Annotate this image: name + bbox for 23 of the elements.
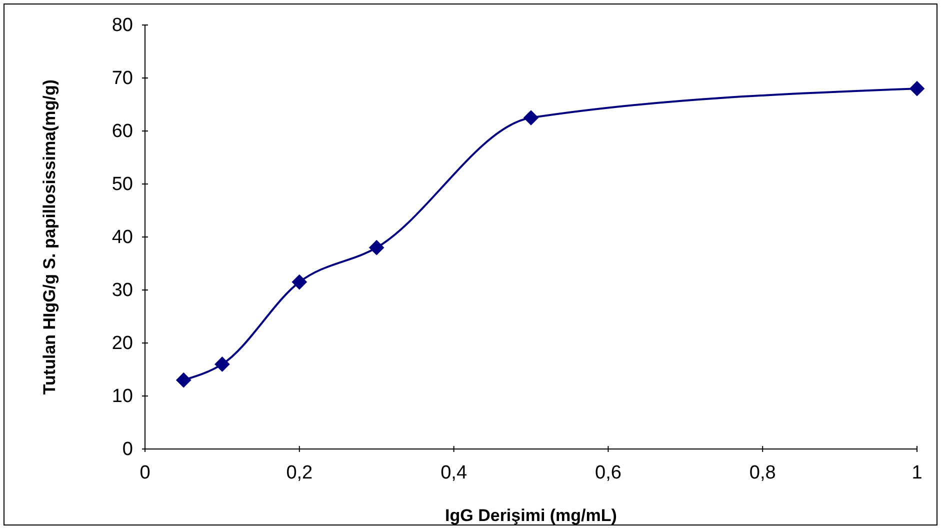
y-axis-title: Tutulan HIgG/g S. papillosissima(mg/g): [40, 79, 59, 395]
y-tick-label: 10: [112, 386, 133, 408]
point: [523, 110, 539, 126]
y-tick-label: 60: [112, 121, 133, 142]
y-tick-label: 40: [112, 227, 133, 248]
x-tick-label: 0,6: [594, 462, 622, 484]
y-tick-label: 50: [112, 174, 133, 196]
y-tick-label: 20: [112, 333, 133, 354]
point: [292, 274, 308, 290]
point: [214, 356, 230, 372]
y-tick-label: 0: [122, 439, 133, 460]
y-tick-label: 70: [112, 68, 133, 90]
x-axis-title: IgG Derişimi (mg/mL): [445, 506, 617, 525]
y-tick-label: 80: [112, 15, 133, 36]
point: [368, 240, 384, 256]
point: [909, 80, 925, 96]
point: [176, 372, 192, 388]
x-tick-label: 0,2: [286, 462, 313, 484]
x-tick-label: 0: [140, 462, 150, 484]
x-tick-label: 1: [912, 462, 922, 484]
x-tick-label: 0,4: [440, 462, 468, 484]
x-tick-label: 0,8: [749, 462, 776, 484]
y-tick-label: 30: [112, 280, 133, 302]
